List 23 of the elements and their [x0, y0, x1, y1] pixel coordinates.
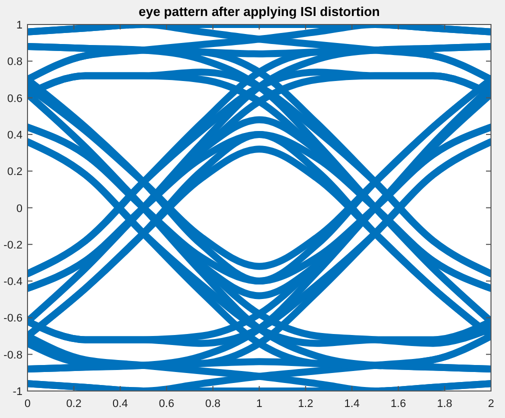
x-tick-label: 1 [256, 398, 262, 410]
x-tick-label: 1.2 [298, 398, 314, 410]
y-tick-label: -0.6 [4, 312, 22, 325]
x-tick-label: 2 [488, 398, 494, 410]
y-tick-label: 1 [16, 20, 22, 32]
y-tick-label: 0.8 [7, 56, 22, 68]
y-tick-label: 0.4 [7, 129, 22, 142]
x-tick-label: 0.2 [66, 398, 82, 410]
x-tick-label: 1.6 [390, 398, 406, 410]
chart-title: eye pattern after applying ISI distortion [138, 4, 380, 19]
x-tick-label: 1.4 [344, 398, 360, 410]
x-tick-label: 1.8 [437, 398, 452, 410]
x-tick-label: 0 [24, 398, 31, 410]
y-tick-label: -0.2 [4, 239, 22, 252]
y-tick-label: -1 [12, 386, 22, 398]
y-tick-label: -0.8 [4, 349, 22, 362]
x-tick-label: 0.4 [112, 398, 128, 410]
x-tick-label: 0.8 [205, 398, 221, 410]
y-tick-label: 0 [16, 202, 22, 215]
y-tick-label: -0.4 [4, 276, 22, 288]
y-tick-label: 0.2 [7, 166, 22, 178]
y-tick-label: 0.6 [7, 92, 22, 105]
x-tick-label: 0.6 [158, 398, 174, 410]
